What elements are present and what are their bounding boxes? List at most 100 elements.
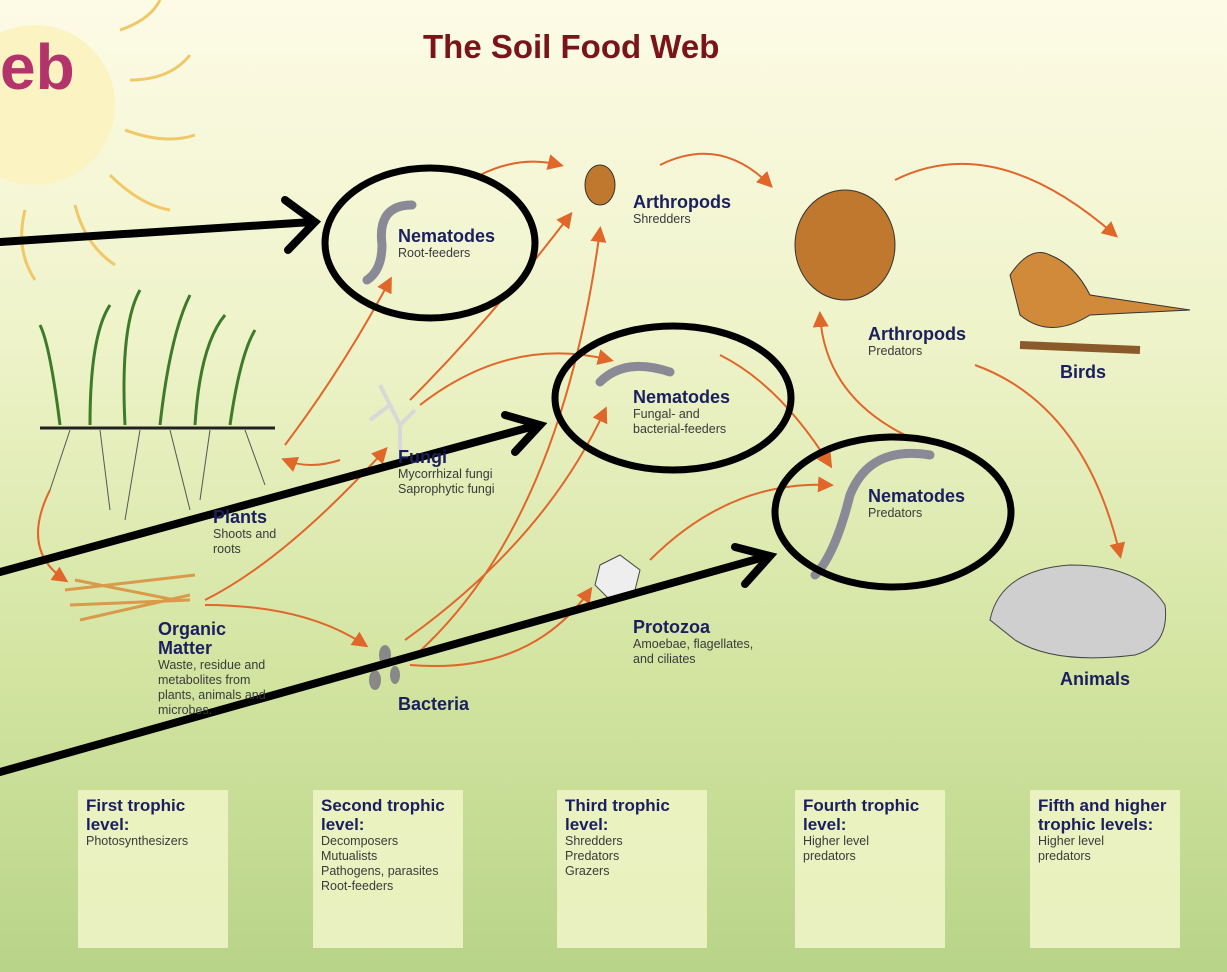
bacterium — [390, 666, 400, 684]
node-label: Nematodes — [398, 227, 548, 246]
node-description: Predators — [868, 344, 1018, 359]
description-line: Saprophytic fungi — [398, 482, 548, 497]
ray — [130, 55, 190, 80]
trophic-level-item: Predators — [565, 849, 699, 864]
leaf — [195, 315, 225, 425]
description-line: microbes. — [158, 703, 288, 718]
description-line: Mycorrhizal fungi — [398, 467, 548, 482]
leaf — [230, 330, 255, 425]
bacterium — [369, 670, 381, 690]
trophic-level-item: Shredders — [565, 834, 699, 849]
trophic-level-box: First trophic level:Photosynthesizers — [78, 790, 228, 948]
ray — [22, 210, 35, 280]
arrow — [895, 164, 1115, 235]
trophic-level-title: Third trophic level: — [565, 796, 699, 834]
leaf — [40, 325, 60, 425]
description-line: Predators — [868, 506, 1018, 521]
node-label: Fungi — [398, 448, 548, 467]
trophic-level-item: predators — [803, 849, 937, 864]
organic-matter-icon — [65, 575, 195, 620]
bird-icon — [1010, 253, 1190, 328]
arrow — [480, 162, 560, 175]
node: ArthropodsPredators — [868, 325, 1018, 359]
arrow — [405, 410, 605, 640]
node-description: Shredders — [633, 212, 783, 227]
description-line: Shoots and — [213, 527, 313, 542]
trophic-level-title: Second trophic level: — [321, 796, 455, 834]
node-label: Plants — [213, 508, 313, 527]
leaf — [124, 290, 140, 425]
animal-icon — [990, 565, 1166, 658]
node-label: Nematodes — [868, 487, 1018, 506]
arrow — [660, 154, 770, 185]
arthropod-predator — [795, 190, 895, 300]
leaf — [90, 305, 110, 425]
node: Birds — [1060, 363, 1160, 382]
arrow — [285, 460, 340, 465]
node-description: Root-feeders — [398, 246, 548, 261]
node-label: Birds — [1060, 363, 1160, 382]
trophic-level-title: Fourth trophic level: — [803, 796, 937, 834]
trophic-level-item: Root-feeders — [321, 879, 455, 894]
ray — [110, 175, 170, 210]
description-line: Fungal- and — [633, 407, 783, 422]
arrow — [205, 605, 365, 645]
description-line: metabolites from — [158, 673, 288, 688]
description-line: Waste, residue and — [158, 658, 288, 673]
trophic-level-title: First trophic level: — [86, 796, 220, 834]
leaf — [160, 295, 190, 425]
ray — [120, 0, 160, 30]
trophic-level-item: Decomposers — [321, 834, 455, 849]
node-label: Nematodes — [633, 388, 783, 407]
trophic-level-item: Pathogens, parasites — [321, 864, 455, 879]
title: The Soil Food Web — [423, 28, 719, 66]
trophic-level-box: Fifth and higher trophic levels:Higher l… — [1030, 790, 1180, 948]
node-label: Arthropods — [633, 193, 783, 212]
description-line: Predators — [868, 344, 1018, 359]
description-line: Amoebae, flagellates, — [633, 637, 813, 652]
arrow — [38, 490, 65, 580]
node-label: Arthropods — [868, 325, 1018, 344]
plant-shoots — [40, 290, 255, 425]
page: eb The Soil Food Web NematodesRoot-feede… — [0, 0, 1227, 972]
trophic-level-item: Grazers — [565, 864, 699, 879]
nematode — [600, 366, 670, 382]
node: Animals — [1060, 670, 1160, 689]
description-line: roots — [213, 542, 313, 557]
node: FungiMycorrhizal fungiSaprophytic fungi — [398, 448, 548, 497]
branch — [1020, 345, 1140, 350]
description-line: bacterial-feeders — [633, 422, 783, 437]
trophic-level-item: Higher level — [1038, 834, 1172, 849]
description-line: and ciliates — [633, 652, 813, 667]
arrow — [975, 365, 1120, 555]
trophic-level-title: Fifth and higher trophic levels: — [1038, 796, 1172, 834]
node-label: Bacteria — [398, 695, 498, 714]
node-description: Amoebae, flagellates,and ciliates — [633, 637, 813, 667]
trophic-level-item: predators — [1038, 849, 1172, 864]
node-label: Protozoa — [633, 618, 813, 637]
node-description: Predators — [868, 506, 1018, 521]
description-line: Shredders — [633, 212, 783, 227]
node-label: Organic Matter — [158, 620, 228, 658]
trophic-level-item: Photosynthesizers — [86, 834, 220, 849]
trophic-level-item: Mutualists — [321, 849, 455, 864]
node-label: Animals — [1060, 670, 1160, 689]
description-line: plants, animals and — [158, 688, 288, 703]
ray — [125, 130, 195, 139]
fungi-icon — [370, 385, 415, 450]
partial-heading: eb — [0, 30, 75, 104]
description-line: Root-feeders — [398, 246, 548, 261]
straw — [65, 575, 195, 620]
